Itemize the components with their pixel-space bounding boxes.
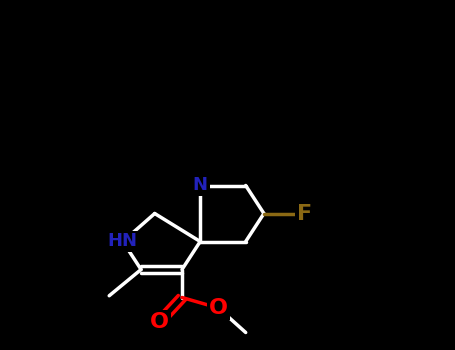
Text: HN: HN xyxy=(108,232,138,251)
Text: O: O xyxy=(209,298,228,318)
Text: N: N xyxy=(193,176,207,195)
Text: O: O xyxy=(150,312,169,332)
Text: F: F xyxy=(297,203,313,224)
